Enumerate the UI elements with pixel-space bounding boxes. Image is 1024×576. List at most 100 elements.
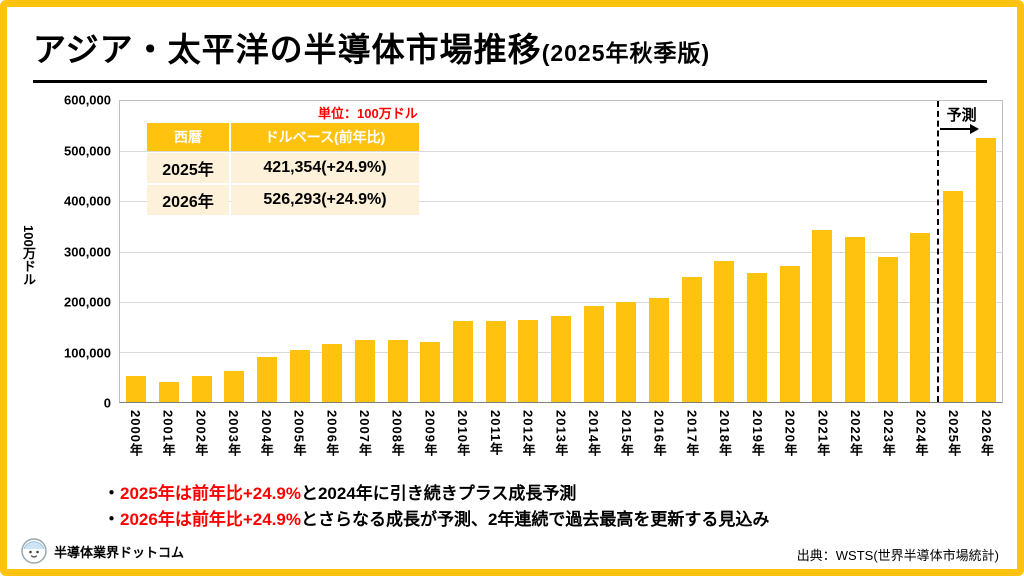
bar-slot [381,101,414,402]
x-tick-label: 2021年 [815,410,831,457]
bar-slot [218,101,251,402]
y-tick-label: 100,000 [64,345,111,360]
bar-2022年 [845,236,866,402]
x-label-slot: 2026年 [970,405,1003,467]
note-text: とさらなる成長が予測、2年連続で過去最高を更新する見込み [300,510,770,529]
x-tick-label: 2012年 [520,410,536,457]
summary-table: 西暦 ドルベース(前年比) 2025年 421,354(+24.9%) 2026… [145,121,421,217]
forecast-arrow-icon [939,124,979,134]
x-tick-label: 2020年 [782,410,798,457]
table-header-year: 西暦 [147,123,229,151]
table-cell-value: 421,354(+24.9%) [231,153,419,183]
x-label-slot: 2019年 [741,405,774,467]
x-label-slot: 2000年 [119,405,152,467]
x-tick-label: 2002年 [193,410,209,457]
x-tick-label: 2026年 [978,410,994,457]
bar-2010年 [453,321,474,402]
bar-2003年 [224,371,245,402]
x-label-slot: 2005年 [283,405,316,467]
source-credit: 出典：WSTS(世界半導体市場統計) [796,548,999,563]
bar-2002年 [191,376,212,402]
x-tick-label: 2000年 [127,410,143,457]
gridline [120,301,1002,303]
table-cell-year: 2025年 [147,153,229,183]
x-tick-label: 2015年 [618,410,634,457]
bar-2004年 [257,357,278,402]
x-label-slot: 2018年 [708,405,741,467]
table-row-2026: 2026年 526,293(+24.9%) [147,185,419,215]
bar-slot [741,101,774,402]
bar-2024年 [910,232,931,402]
x-label-slot: 2020年 [774,405,807,467]
page-title: アジア・太平洋の半導体市場推移(2025年秋季版) [33,23,987,71]
x-tick-label: 2014年 [586,410,602,457]
note-bullet: ・ [103,484,120,503]
bar-slot [610,101,643,402]
title-sub: (2025年秋季版) [541,40,711,66]
gridline [120,251,1002,253]
x-label-slot: 2013年 [545,405,578,467]
note-text: と2024年に引き続きプラス成長予測 [300,484,577,503]
bar-slot [185,101,218,402]
bar-slot [512,101,545,402]
x-tick-label: 2009年 [422,410,438,457]
bar-slot [153,101,186,402]
bar-slot [937,101,970,402]
table-row-2025: 2025年 421,354(+24.9%) [147,153,419,183]
note-line-2026: ・2026年は前年比+24.9%とさらなる成長が予測、2年連続で過去最高を更新す… [103,507,769,533]
table-cell-value: 526,293(+24.9%) [231,185,419,215]
bar-2000年 [126,376,147,402]
brand: 半導体業界ドットコム [21,538,184,564]
bar-2021年 [812,229,833,402]
bar-2017年 [681,277,702,402]
bar-slot [675,101,708,402]
forecast-label: 予測 [946,107,977,124]
bar-2006年 [322,343,343,402]
unit-label: 単位：100万ドル [318,106,418,121]
bar-slot [871,101,904,402]
x-label-slot: 2015年 [610,405,643,467]
bar-2015年 [616,301,637,402]
gridline [120,201,1002,203]
brand-logo-icon [21,538,47,564]
bar-2001年 [159,381,179,402]
bar-2008年 [387,340,408,402]
bar-slot [316,101,349,402]
x-tick-label: 2006年 [324,410,340,457]
x-label-slot: 2011年 [479,405,512,467]
bar-2025年 [943,190,964,402]
y-tick-label: 200,000 [64,294,111,310]
x-tick-label: 2017年 [684,410,700,457]
bar-slot [120,101,153,402]
x-label-slot: 2001年 [152,405,185,467]
x-tick-label: 2003年 [226,410,242,457]
bar-2005年 [289,350,310,402]
bar-slot [349,101,382,402]
bar-slot [414,101,447,402]
x-label-slot: 2008年 [381,405,414,467]
bar-2019年 [747,272,768,402]
x-label-slot: 2014年 [577,405,610,467]
x-label-slot: 2022年 [839,405,872,467]
table-header-row: 西暦 ドルベース(前年比) [147,123,419,151]
bar-2026年 [975,137,996,402]
y-axis-title: 100万ドル [21,225,36,286]
x-label-slot: 2002年 [184,405,217,467]
bar-slot [283,101,316,402]
x-tick-label: 2019年 [749,410,765,457]
bar-slot [904,101,937,402]
bar-2020年 [779,266,800,402]
bar-slot [708,101,741,402]
x-axis-labels: 2000年 2001年 2002年 2003年 2004年 2005年 2006年 2007年… [119,405,1003,467]
bar-2014年 [583,305,604,402]
bar-2016年 [649,297,670,402]
note-bullet: ・ [103,510,120,529]
x-label-slot: 2003年 [217,405,250,467]
note-highlight: 2026年は前年比+24.9% [120,510,301,529]
x-tick-label: 2022年 [848,410,864,457]
title-main: アジア・太平洋の半導体市場推移 [33,31,542,68]
y-axis-ticks: 600,000 500,000 400,000 300,000 200,000 100,0… [35,93,111,411]
bar-slot [806,101,839,402]
x-label-slot: 2009年 [414,405,447,467]
bar-slot [251,101,284,402]
